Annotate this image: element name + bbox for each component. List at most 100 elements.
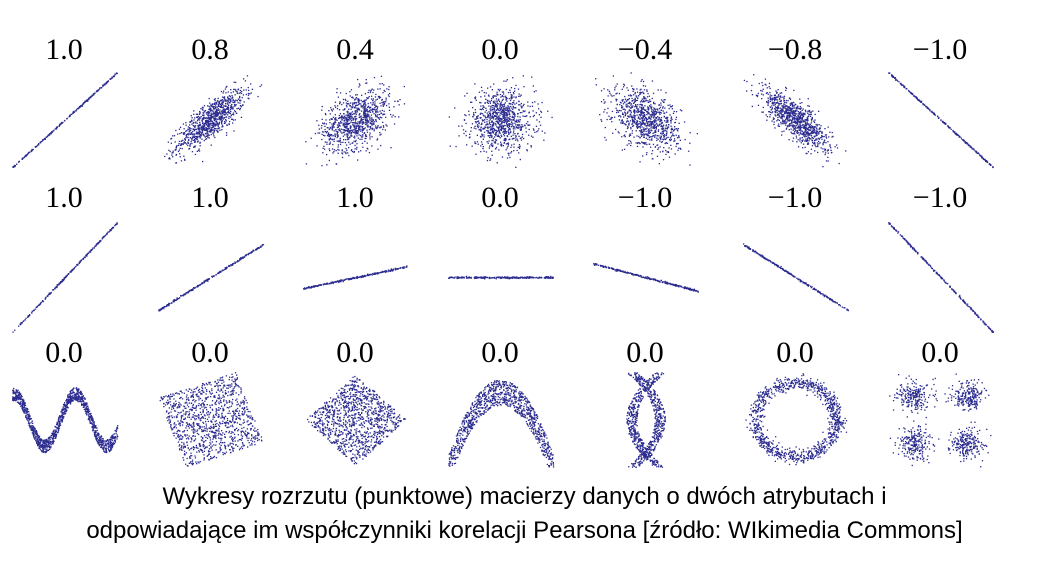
scatter-point (358, 129, 360, 131)
scatter-point (205, 113, 208, 115)
scatter-point (334, 120, 336, 122)
scatter-point (209, 129, 211, 132)
scatter-point (783, 104, 786, 106)
scatter-point (476, 125, 478, 127)
scatter-point (787, 109, 789, 111)
scatter-point (376, 124, 379, 127)
scatter-point (206, 132, 208, 134)
scatter-point (497, 123, 499, 125)
scatter-point (806, 112, 808, 114)
scatter-point (175, 154, 177, 156)
scatter-point (520, 94, 522, 96)
scatter-point (346, 152, 348, 154)
scatter-point (208, 137, 210, 139)
scatter-point (494, 133, 497, 135)
scatter-point (342, 113, 344, 115)
scatter-point (349, 95, 351, 97)
scatter-point (631, 105, 633, 107)
scatter-point (224, 108, 226, 110)
scatter-point (777, 110, 780, 113)
scatter-point (359, 103, 361, 105)
scatter-point (507, 129, 509, 131)
scatter-point (815, 127, 817, 129)
scatter-point (190, 142, 192, 145)
scatter-point (811, 125, 813, 128)
scatter-point (781, 106, 783, 108)
scatter-point (622, 103, 624, 105)
scatter-point (500, 123, 502, 125)
scatter-point (804, 138, 806, 140)
scatter-point (55, 128, 57, 130)
scatter-point (512, 134, 514, 136)
scatter-point (653, 120, 655, 122)
scatter-point (207, 125, 209, 128)
scatter-point (201, 127, 203, 129)
scatter-point (497, 127, 499, 129)
scatter-point (227, 107, 229, 109)
scatter-point (488, 121, 490, 124)
scatter-point (365, 79, 367, 81)
scatter-point (228, 120, 230, 123)
scatter-point (360, 115, 362, 117)
scatter-point (222, 100, 224, 102)
scatter-point (789, 124, 792, 126)
scatter-point (812, 126, 814, 128)
scatter-point (479, 108, 481, 110)
scatter-point (642, 133, 644, 135)
scatter-point (513, 114, 515, 116)
scatter-point (929, 109, 931, 111)
scatter-point (349, 133, 352, 135)
scatter-point (642, 115, 644, 117)
scatter-point (209, 115, 212, 117)
scatter-point (342, 124, 344, 126)
scatter-point (374, 93, 376, 96)
scatter-point (828, 131, 830, 133)
scatter-point (481, 134, 483, 136)
scatter-point (218, 117, 220, 120)
scatter-point (113, 75, 115, 78)
scatter-point (193, 138, 195, 141)
scatter-point (799, 120, 802, 122)
scatter-point (502, 80, 505, 82)
scatter-point (331, 148, 333, 150)
scatter-point (483, 126, 485, 128)
scatter-point (103, 84, 105, 86)
scatter-point (788, 113, 790, 115)
scatter-point (651, 158, 653, 160)
scatter-point (650, 138, 652, 140)
scatter-point (777, 104, 780, 106)
scatter-point (783, 113, 785, 115)
scatter-point (208, 102, 210, 104)
scatter-point (383, 102, 385, 105)
scatter-point (800, 113, 802, 115)
scatter-point (659, 132, 662, 134)
scatter-point (933, 113, 935, 115)
scatter-point (505, 132, 507, 134)
scatter-point (632, 114, 635, 116)
scatter-point (642, 80, 644, 83)
scatter-point (479, 135, 481, 138)
scatter-point (666, 119, 668, 121)
scatter-point (334, 134, 336, 136)
scatter-point (759, 89, 761, 92)
scatter-point (480, 141, 482, 143)
scatter-point (770, 95, 772, 97)
scatter-point (653, 118, 656, 121)
scatter-point (495, 101, 498, 103)
scatter-point (743, 79, 745, 82)
scatter-point (629, 140, 631, 142)
scatter-point (654, 111, 656, 113)
scatter-point (828, 144, 831, 146)
scatter-point (769, 97, 771, 99)
scatter-point (474, 96, 476, 98)
scatter-point (171, 156, 173, 158)
scatter-point (510, 94, 512, 96)
scatter-point (177, 143, 180, 145)
scatter-point (36, 144, 38, 146)
scatter-point (332, 151, 335, 153)
scatter-point (614, 93, 617, 95)
scatter-point (799, 130, 802, 132)
scatter-point (791, 118, 793, 121)
scatter-point (809, 132, 811, 134)
scatter-point (508, 126, 510, 128)
